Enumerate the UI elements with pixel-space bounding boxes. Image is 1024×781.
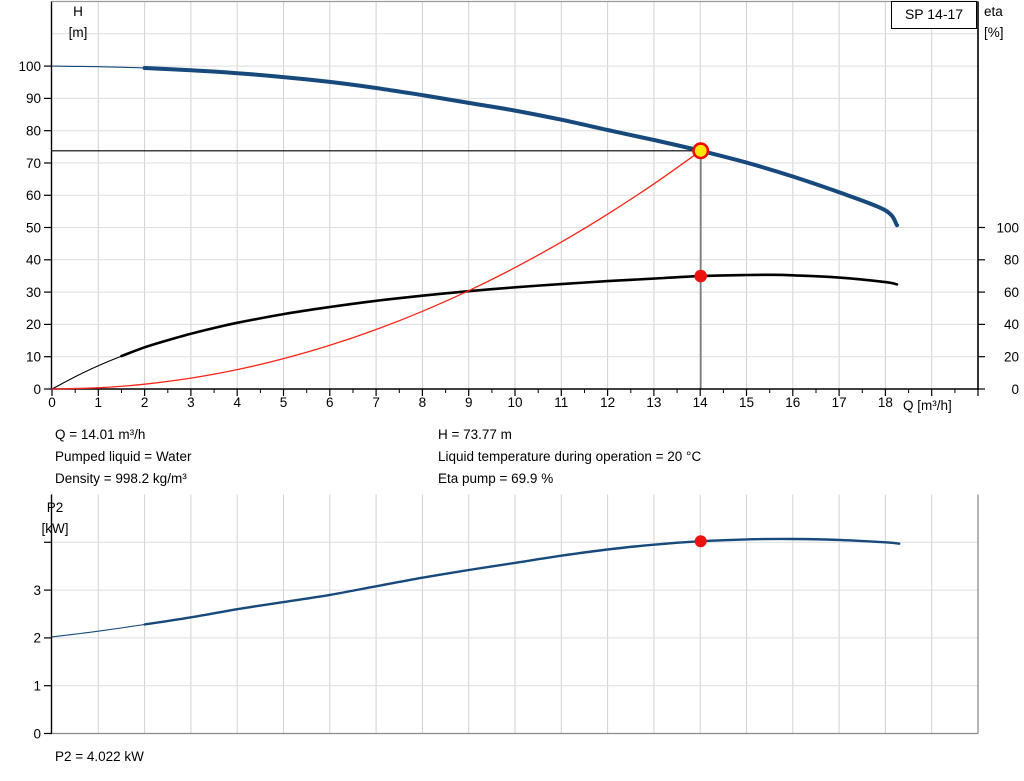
info-flow: Q = 14.01 m³/h xyxy=(55,427,146,442)
flow-tick-label: 4 xyxy=(233,395,241,410)
head-tick-label: 80 xyxy=(26,124,41,139)
efficiency-tick-label: 40 xyxy=(1004,317,1019,332)
info-head: H = 73.77 m xyxy=(438,427,512,442)
head-axis-title: H [m] xyxy=(53,1,103,43)
head-tick-label: 90 xyxy=(26,91,41,106)
head-tick-label: 100 xyxy=(18,59,41,74)
pump-model-badge: SP 14-17 xyxy=(891,1,977,29)
flow-tick-label: 13 xyxy=(646,395,661,410)
flow-tick-label: 15 xyxy=(739,395,754,410)
flow-tick-label: 16 xyxy=(785,395,800,410)
info-liquid-temperature: Liquid temperature during operation = 20… xyxy=(438,449,702,464)
efficiency-tick-label: 80 xyxy=(1004,253,1019,268)
power-curve-lead-in xyxy=(51,538,900,638)
head-curve-lead-in xyxy=(51,65,898,226)
head-tick-label: 40 xyxy=(26,253,41,268)
flow-tick-label: 10 xyxy=(507,395,522,410)
flow-tick-label: 14 xyxy=(693,395,709,410)
duty-point-marker xyxy=(692,142,710,160)
power-curve xyxy=(143,537,901,626)
efficiency-point-marker xyxy=(694,269,707,283)
duty-info-left: Q = 14.01 m³/h Pumped liquid = Water Den… xyxy=(55,424,191,490)
power-axis-title: P2 [kW] xyxy=(26,497,84,539)
flow-tick-label: 1 xyxy=(95,395,103,410)
flow-tick-label: 3 xyxy=(187,395,195,410)
head-tick-label: 50 xyxy=(26,220,41,235)
power-value-text: P2 = 4.022 kW xyxy=(55,749,144,764)
flow-tick-label: 5 xyxy=(280,395,288,410)
flow-tick-label: 7 xyxy=(372,395,380,410)
power-tick-label: 1 xyxy=(33,679,41,694)
efficiency-tick-label: 0 xyxy=(1011,382,1019,397)
info-eta-pump: Eta pump = 69.9 % xyxy=(438,471,554,486)
efficiency-curve xyxy=(120,273,899,358)
head-curve xyxy=(142,66,899,228)
power-point-marker xyxy=(694,535,707,548)
flow-tick-label: 9 xyxy=(465,395,473,410)
efficiency-tick-label: 60 xyxy=(1004,285,1019,300)
head-tick-label: 10 xyxy=(26,350,41,365)
flow-axis-title: Q [m³/h] xyxy=(903,398,952,413)
head-axis-title-unit: [m] xyxy=(68,25,88,40)
flow-tick-label: 8 xyxy=(419,395,427,410)
info-pumped-liquid: Pumped liquid = Water xyxy=(55,449,192,464)
head-tick-label: 0 xyxy=(33,382,41,397)
flow-tick-label: 2 xyxy=(141,395,149,410)
efficiency-axis-title-unit: [%] xyxy=(984,25,1004,40)
flow-tick-label: 11 xyxy=(554,395,568,410)
flow-tick-label: 17 xyxy=(832,395,847,410)
efficiency-axis-title-symbol: eta xyxy=(984,4,1003,19)
efficiency-tick-label: 100 xyxy=(996,220,1019,235)
system-curve xyxy=(51,150,702,390)
efficiency-tick-label: 20 xyxy=(1004,350,1019,365)
head-tick-label: 20 xyxy=(26,317,41,332)
power-axis-title-unit: [kW] xyxy=(41,521,69,536)
head-tick-label: 60 xyxy=(26,188,41,203)
efficiency-axis-title: eta [%] xyxy=(984,1,1004,43)
head-axis-title-symbol: H xyxy=(73,4,83,19)
head-tick-label: 30 xyxy=(26,285,41,300)
power-tick-label: 3 xyxy=(33,583,41,598)
head-tick-label: 70 xyxy=(26,156,41,171)
power-axis-title-symbol: P2 xyxy=(46,500,64,515)
flow-tick-label: 6 xyxy=(326,395,334,410)
duty-info-right: H = 73.77 m Liquid temperature during op… xyxy=(438,424,701,490)
flow-tick-label: 12 xyxy=(600,395,615,410)
power-tick-label: 2 xyxy=(33,631,41,646)
power-tick-label: 0 xyxy=(33,726,41,741)
flow-tick-label: 18 xyxy=(878,395,893,410)
info-density: Density = 998.2 kg/m³ xyxy=(55,471,187,486)
flow-tick-label: 0 xyxy=(48,395,56,410)
